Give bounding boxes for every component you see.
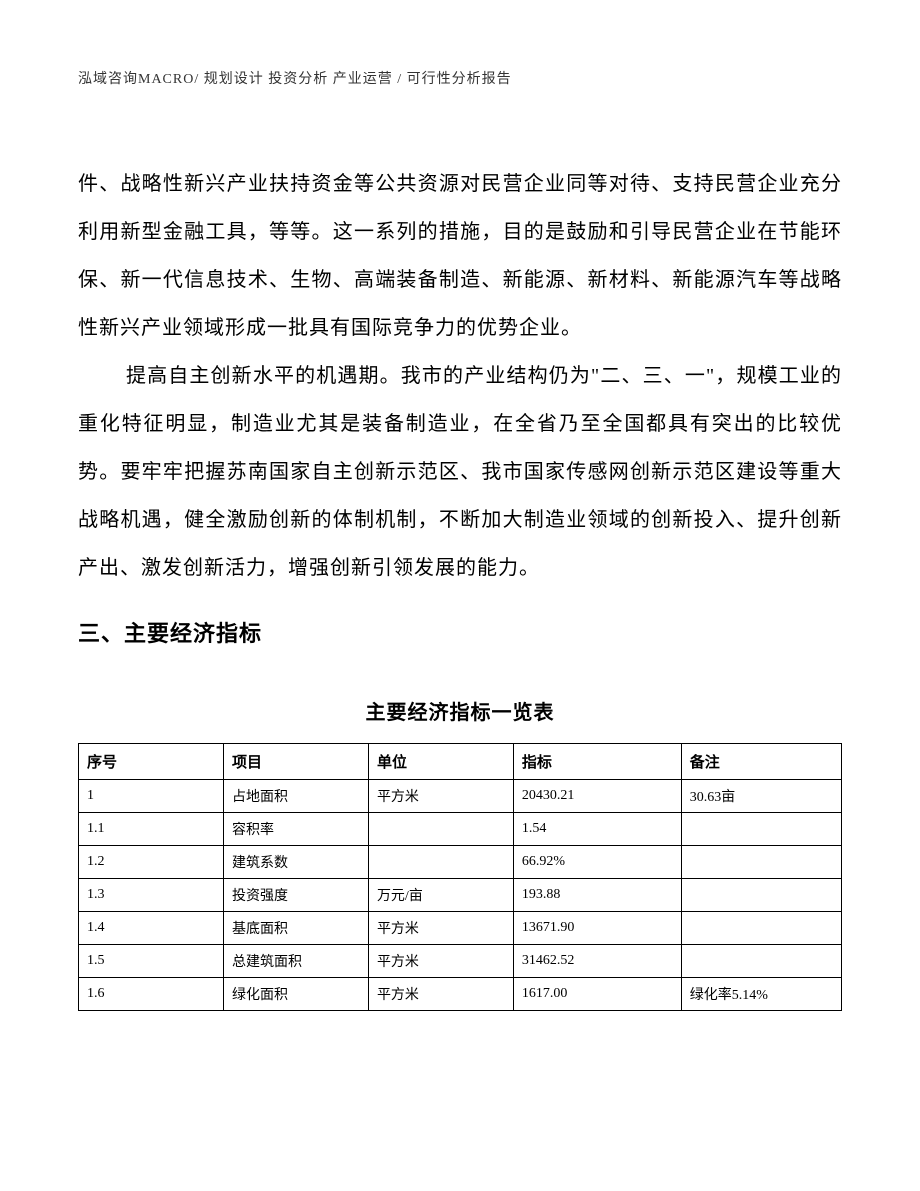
table-row: 1.6 绿化面积 平方米 1617.00 绿化率5.14% <box>79 978 842 1011</box>
table-body: 1 占地面积 平方米 20430.21 30.63亩 1.1 容积率 1.54 … <box>79 780 842 1011</box>
table-cell: 1.5 <box>79 945 224 978</box>
table-header-row: 序号 项目 单位 指标 备注 <box>79 744 842 780</box>
table-cell: 13671.90 <box>513 912 681 945</box>
table-row: 1.3 投资强度 万元/亩 193.88 <box>79 879 842 912</box>
document-page: 泓域咨询MACRO/ 规划设计 投资分析 产业运营 / 可行性分析报告 件、战略… <box>0 0 920 1071</box>
table-cell: 30.63亩 <box>681 780 841 813</box>
table-cell: 1.4 <box>79 912 224 945</box>
table-cell <box>681 846 841 879</box>
table-cell <box>681 879 841 912</box>
table-cell: 占地面积 <box>223 780 368 813</box>
table-header-cell: 项目 <box>223 744 368 780</box>
table-cell <box>681 813 841 846</box>
table-cell: 平方米 <box>368 945 513 978</box>
table-cell: 平方米 <box>368 912 513 945</box>
table-title: 主要经济指标一览表 <box>78 696 842 725</box>
table-cell: 平方米 <box>368 780 513 813</box>
section-heading: 三、主要经济指标 <box>78 616 842 648</box>
table-cell: 66.92% <box>513 846 681 879</box>
table-row: 1.4 基底面积 平方米 13671.90 <box>79 912 842 945</box>
table-cell: 193.88 <box>513 879 681 912</box>
table-header-cell: 指标 <box>513 744 681 780</box>
table-cell <box>681 945 841 978</box>
table-row: 1.5 总建筑面积 平方米 31462.52 <box>79 945 842 978</box>
table-header-cell: 备注 <box>681 744 841 780</box>
table-cell: 容积率 <box>223 813 368 846</box>
page-header: 泓域咨询MACRO/ 规划设计 投资分析 产业运营 / 可行性分析报告 <box>78 68 842 88</box>
table-cell: 1.6 <box>79 978 224 1011</box>
table-cell: 总建筑面积 <box>223 945 368 978</box>
table-cell: 20430.21 <box>513 780 681 813</box>
table-cell: 1617.00 <box>513 978 681 1011</box>
table-cell: 万元/亩 <box>368 879 513 912</box>
table-cell: 31462.52 <box>513 945 681 978</box>
economic-indicators-table: 序号 项目 单位 指标 备注 1 占地面积 平方米 20430.21 30.63… <box>78 743 842 1011</box>
paragraph-1-continuation: 件、战略性新兴产业扶持资金等公共资源对民营企业同等对待、支持民营企业充分利用新型… <box>78 160 842 352</box>
table-row: 1.1 容积率 1.54 <box>79 813 842 846</box>
body-text-block: 件、战略性新兴产业扶持资金等公共资源对民营企业同等对待、支持民营企业充分利用新型… <box>78 160 842 592</box>
table-cell: 1.1 <box>79 813 224 846</box>
table-cell: 1.2 <box>79 846 224 879</box>
table-cell: 1.3 <box>79 879 224 912</box>
table-cell <box>368 846 513 879</box>
table-row: 1 占地面积 平方米 20430.21 30.63亩 <box>79 780 842 813</box>
table-cell <box>681 912 841 945</box>
table-cell: 平方米 <box>368 978 513 1011</box>
table-header-cell: 序号 <box>79 744 224 780</box>
table-cell: 投资强度 <box>223 879 368 912</box>
table-cell: 基底面积 <box>223 912 368 945</box>
table-cell: 1 <box>79 780 224 813</box>
table-cell: 1.54 <box>513 813 681 846</box>
table-header-cell: 单位 <box>368 744 513 780</box>
table-cell: 绿化面积 <box>223 978 368 1011</box>
table-cell <box>368 813 513 846</box>
table-cell: 绿化率5.14% <box>681 978 841 1011</box>
table-row: 1.2 建筑系数 66.92% <box>79 846 842 879</box>
table-cell: 建筑系数 <box>223 846 368 879</box>
paragraph-2: 提高自主创新水平的机遇期。我市的产业结构仍为"二、三、一"，规模工业的重化特征明… <box>78 352 842 592</box>
